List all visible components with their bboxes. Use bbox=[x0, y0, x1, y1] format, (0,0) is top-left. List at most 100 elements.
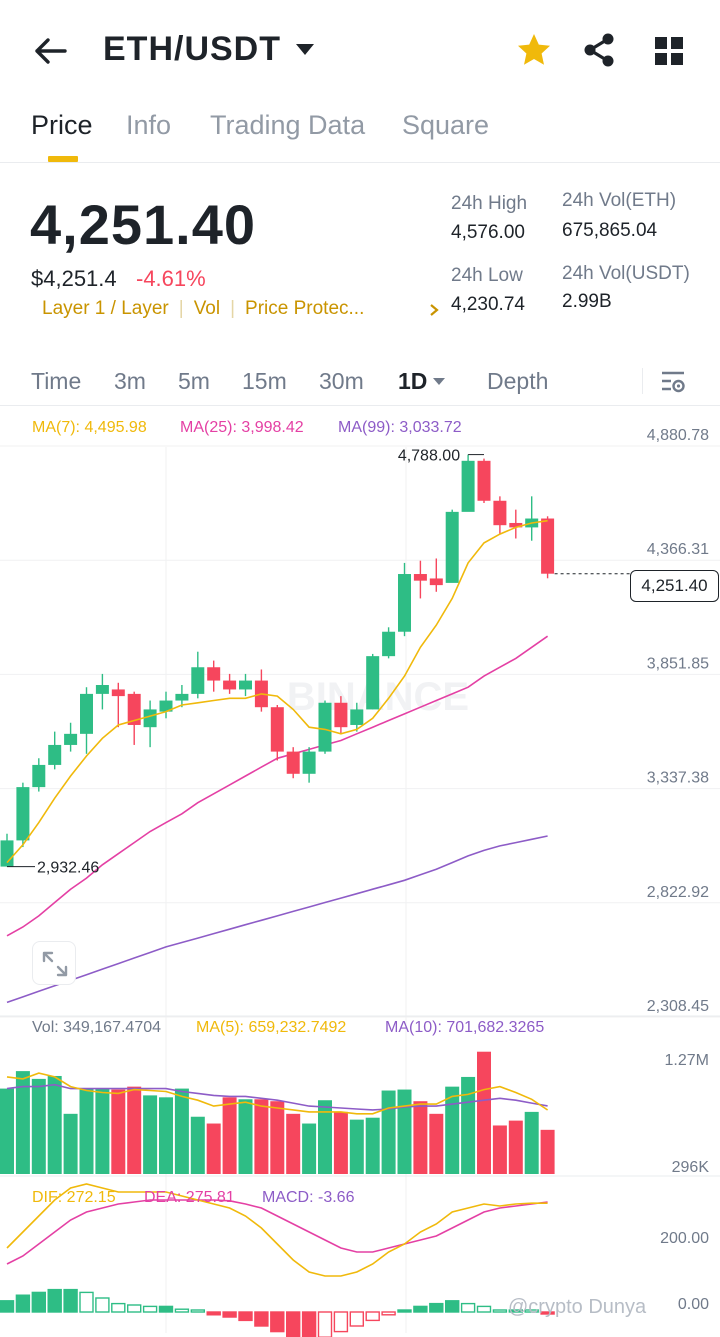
volume-bar bbox=[333, 1111, 348, 1174]
fullscreen-button[interactable] bbox=[32, 941, 76, 985]
tf-3m[interactable]: 3m bbox=[114, 368, 146, 394]
macd-bar bbox=[222, 1311, 237, 1318]
candle-down bbox=[127, 693, 141, 725]
volume-bar bbox=[508, 1120, 523, 1174]
macd-tick-label: 0.00 bbox=[678, 1296, 709, 1313]
volume-bar bbox=[397, 1089, 412, 1174]
macd-bar bbox=[126, 1304, 142, 1313]
macd-bar bbox=[540, 1311, 555, 1315]
tf-15m[interactable]: 15m bbox=[242, 368, 287, 394]
caret-down-icon[interactable] bbox=[432, 377, 446, 386]
candle-down bbox=[270, 707, 284, 752]
legend-dif: DIF: 272.15 bbox=[32, 1189, 116, 1206]
candle-up bbox=[318, 702, 332, 752]
star-icon[interactable] bbox=[516, 32, 552, 68]
candle-up bbox=[32, 764, 46, 788]
tab-info[interactable]: Info bbox=[126, 110, 172, 140]
legend-dea: DEA: 275.81 bbox=[144, 1189, 235, 1206]
macd-bar bbox=[317, 1311, 333, 1337]
price-tick-label: 2,308.45 bbox=[647, 998, 709, 1015]
vol-usdt-value: 2.99B bbox=[562, 291, 612, 312]
volume-bars bbox=[0, 1051, 555, 1174]
candle-up bbox=[80, 693, 93, 734]
macd-bar bbox=[333, 1311, 349, 1333]
price-tick-label: 3,851.85 bbox=[647, 655, 709, 672]
candle-down bbox=[413, 574, 427, 581]
caret-down-icon[interactable] bbox=[294, 42, 316, 56]
timeframe-bar: Time 3m 5m 15m 30m 1D Depth bbox=[0, 360, 720, 406]
macd-bar bbox=[429, 1302, 444, 1313]
macd-bar bbox=[397, 1309, 412, 1313]
volume-bar bbox=[254, 1099, 269, 1174]
tab-square[interactable]: Square bbox=[402, 110, 490, 140]
macd-bar bbox=[95, 1297, 110, 1313]
volume-bar bbox=[461, 1076, 476, 1174]
tf-5m[interactable]: 5m bbox=[178, 368, 210, 394]
vol-eth-label: 24h Vol(ETH) bbox=[562, 190, 677, 211]
volume-bar bbox=[540, 1129, 555, 1174]
tf-1d[interactable]: 1D bbox=[398, 368, 428, 394]
back-arrow-icon[interactable] bbox=[32, 34, 68, 68]
tag-layer[interactable]: Layer 1 / Layer bbox=[42, 298, 169, 319]
legend-ma25: MA(25): 3,998.42 bbox=[180, 419, 304, 436]
macd-bar bbox=[254, 1311, 269, 1327]
expand-icon bbox=[42, 951, 68, 977]
current-price-tag: 4,251.40 bbox=[630, 570, 719, 602]
volume-bar bbox=[365, 1117, 380, 1174]
volume-bar bbox=[381, 1090, 396, 1174]
candle-down bbox=[223, 680, 237, 690]
tag-vol[interactable]: Vol bbox=[193, 298, 221, 319]
volume-bar bbox=[111, 1089, 126, 1174]
volume-bar bbox=[15, 1071, 30, 1174]
macd-bar bbox=[301, 1311, 317, 1337]
volume-bar bbox=[159, 1097, 173, 1174]
volume-bar bbox=[286, 1113, 301, 1174]
high-value: 4,576.00 bbox=[451, 222, 525, 243]
candle-up bbox=[95, 685, 109, 694]
tab-trading-data[interactable]: Trading Data bbox=[210, 110, 366, 140]
pair-title[interactable]: ETH/USDT bbox=[103, 30, 281, 68]
tf-30m[interactable]: 30m bbox=[319, 368, 364, 394]
volume-bar bbox=[206, 1123, 221, 1174]
price-tick-label: 2,822.92 bbox=[647, 884, 709, 901]
vol-eth-value: 675,865.04 bbox=[562, 220, 658, 241]
ma7-line bbox=[6, 519, 548, 864]
low-value: 4,230.74 bbox=[451, 294, 525, 315]
volume-tick-label: 1.27M bbox=[665, 1052, 709, 1069]
candle-down bbox=[111, 689, 125, 697]
volume-bar bbox=[524, 1111, 539, 1174]
main-tabs: Price Info Trading Data Square bbox=[0, 108, 720, 163]
macd-bar bbox=[413, 1305, 428, 1313]
share-icon[interactable] bbox=[582, 32, 618, 68]
grid-icon[interactable] bbox=[654, 36, 684, 66]
volume-bar bbox=[127, 1086, 142, 1174]
volume-ma5-line bbox=[6, 1072, 549, 1115]
candle-down bbox=[334, 702, 348, 728]
dif-line bbox=[6, 1183, 548, 1277]
macd-bar bbox=[47, 1288, 62, 1313]
macd-bar bbox=[158, 1305, 174, 1313]
volume-bar bbox=[143, 1095, 158, 1174]
low-label: 24h Low bbox=[451, 265, 523, 286]
tf-time[interactable]: Time bbox=[31, 368, 82, 394]
legend-ma99: MA(99): 3,033.72 bbox=[338, 419, 462, 436]
volume-bar bbox=[63, 1113, 78, 1174]
tab-price[interactable]: Price bbox=[31, 110, 93, 140]
candle-down bbox=[207, 667, 221, 681]
chart-settings-icon[interactable] bbox=[660, 369, 686, 395]
tag-price-protection[interactable]: Price Protec... bbox=[245, 298, 365, 319]
candle-up bbox=[302, 751, 316, 774]
price-tick-label: 4,366.31 bbox=[647, 541, 709, 558]
volume-bar bbox=[238, 1099, 253, 1174]
watermark-text: @crypto Dunya bbox=[508, 1296, 647, 1318]
ma99-line bbox=[6, 835, 548, 1004]
macd-bar bbox=[190, 1309, 206, 1313]
volume-bar bbox=[318, 1100, 332, 1174]
volume-tick-label: 296K bbox=[672, 1159, 710, 1176]
macd-bar bbox=[79, 1291, 94, 1313]
candle-up bbox=[175, 693, 189, 701]
chevron-right-icon[interactable] bbox=[428, 302, 440, 318]
candle-up bbox=[350, 709, 364, 725]
tf-depth[interactable]: Depth bbox=[487, 368, 549, 394]
